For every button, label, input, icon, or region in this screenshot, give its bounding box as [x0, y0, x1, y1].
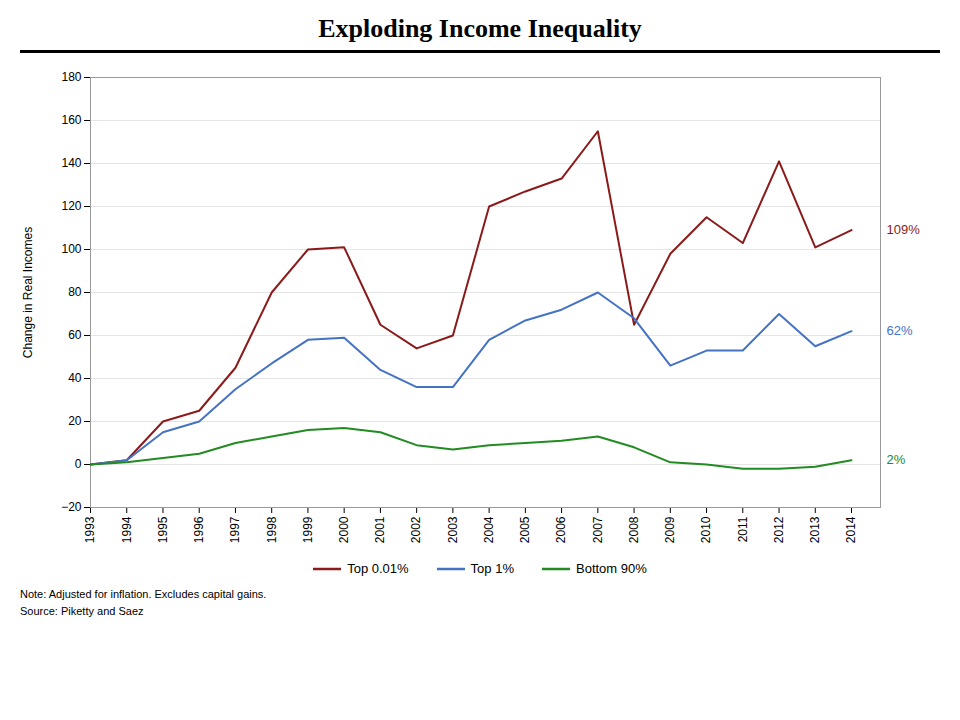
svg-text:2011: 2011: [736, 516, 750, 542]
html-text:Bottom 90%: Bottom 90%: [576, 561, 647, 576]
svg-text:1996: 1996: [192, 516, 206, 543]
svg-text:100: 100: [61, 242, 81, 256]
svg-text:80: 80: [68, 285, 82, 299]
html-text:Note: Adjusted for inflation.: Note: Adjusted for inflation. Excludes c…: [20, 588, 267, 600]
svg-text:140: 140: [61, 156, 81, 170]
svg-text:1999: 1999: [301, 516, 315, 543]
svg-text:1997: 1997: [228, 516, 242, 543]
svg-text:2013: 2013: [808, 516, 822, 543]
svg-text:2004: 2004: [482, 516, 496, 543]
svg-text:2010: 2010: [699, 516, 713, 543]
svg-text:2001: 2001: [373, 516, 387, 543]
svg-text:160: 160: [61, 113, 81, 127]
svg-text:Change in Real Incomes: Change in Real Incomes: [21, 227, 35, 358]
svg-text:1998: 1998: [265, 516, 279, 543]
svg-text:109%: 109%: [887, 222, 921, 237]
html-text:Exploding Income Inequality: Exploding Income Inequality: [318, 14, 642, 43]
svg-text:2009: 2009: [663, 516, 677, 543]
html-text:Top 0.01%: Top 0.01%: [347, 561, 409, 576]
svg-text:62%: 62%: [887, 323, 913, 338]
svg-text:1993: 1993: [83, 516, 97, 543]
html-text:Top 1%: Top 1%: [470, 561, 514, 576]
svg-text:2012: 2012: [772, 516, 786, 543]
svg-text:2006: 2006: [554, 516, 568, 543]
svg-text:1994: 1994: [120, 516, 134, 543]
svg-text:2005: 2005: [518, 516, 532, 543]
svg-text:40: 40: [68, 371, 82, 385]
svg-text:2000: 2000: [337, 516, 351, 543]
svg-text:60: 60: [68, 328, 82, 342]
html-text:Source: Piketty and Saez: Source: Piketty and Saez: [20, 604, 144, 617]
svg-text:2%: 2%: [887, 452, 906, 467]
svg-text:0: 0: [75, 457, 82, 471]
svg-text:2007: 2007: [591, 516, 605, 543]
svg-text:−20: −20: [61, 500, 82, 514]
svg-text:180: 180: [61, 70, 81, 84]
svg-text:2002: 2002: [409, 516, 423, 543]
svg-text:20: 20: [68, 414, 82, 428]
svg-text:1995: 1995: [156, 516, 170, 543]
svg-text:2014: 2014: [844, 516, 858, 543]
svg-text:2003: 2003: [446, 516, 460, 543]
svg-text:2008: 2008: [627, 516, 641, 543]
svg-text:120: 120: [61, 199, 81, 213]
